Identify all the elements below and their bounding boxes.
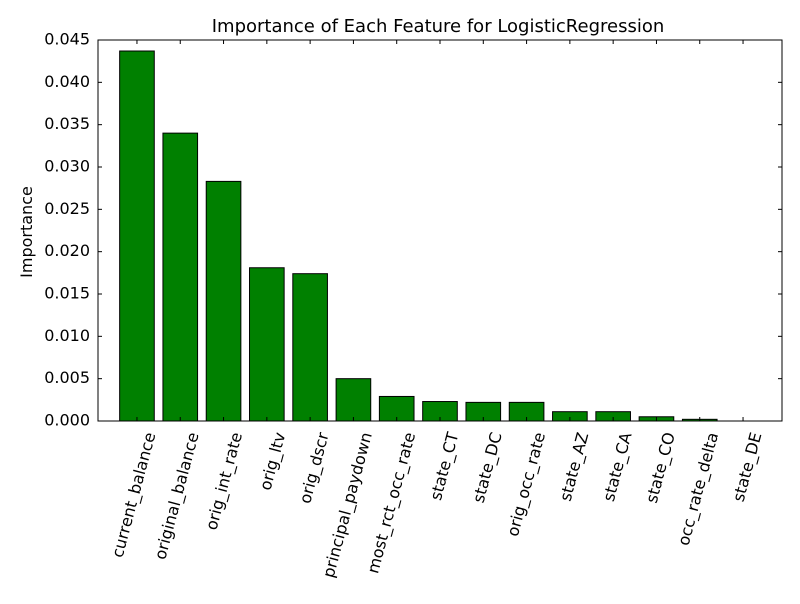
x-tick-label: state_CA [599,430,637,503]
x-tick-label: state_DE [729,430,767,504]
y-axis-label: Importance [17,186,36,278]
x-tick-label: state_CO [642,430,680,505]
y-tick-label: 0.010 [44,326,90,345]
x-tick-label: orig_occ_rate [503,430,550,538]
x-tick-label: orig_int_rate [202,430,247,532]
y-tick-label: 0.025 [44,199,90,218]
x-tick-label: state_AZ [556,430,594,503]
y-tick-label: 0.035 [44,114,90,133]
y-tick-label: 0.015 [44,284,90,303]
x-tick-label: original_balance [150,430,203,562]
bar-current-balance [119,50,155,422]
y-tick-label: 0.045 [44,30,90,49]
plot-frame [97,39,783,422]
y-tick-label: 0.005 [44,368,90,387]
bar-orig-ltv [249,267,285,422]
y-axis-ticks: 0.000 0.005 0.010 0.015 0.020 0.025 0.030 0.035… [44,30,782,430]
bar-principal-paydown [335,378,372,422]
y-tick-label: 0.020 [44,241,90,260]
x-tick-label: most_rct_occ_rate [363,430,420,575]
y-tick-label: 0.000 [44,411,90,430]
y-tick-label: 0.030 [44,157,90,176]
bar-most-rct-occ-rate [378,395,415,422]
x-tick-label: orig_ltv [256,430,291,492]
bar-orig-dscr [292,273,328,422]
bar-orig-int-rate [205,180,242,422]
y-tick-label: 0.040 [44,72,90,91]
x-tick-label: state_CT [426,430,463,503]
x-tick-label: occ_rate_delta [674,430,723,548]
chart-title: Importance of Each Feature for LogisticR… [212,16,665,37]
x-tick-label: state_DC [469,430,507,505]
x-tick-label: orig_dscr [295,430,333,506]
bars-group [119,50,718,422]
x-tick-label: current_balance [108,430,161,560]
bar-original-balance [162,132,199,422]
